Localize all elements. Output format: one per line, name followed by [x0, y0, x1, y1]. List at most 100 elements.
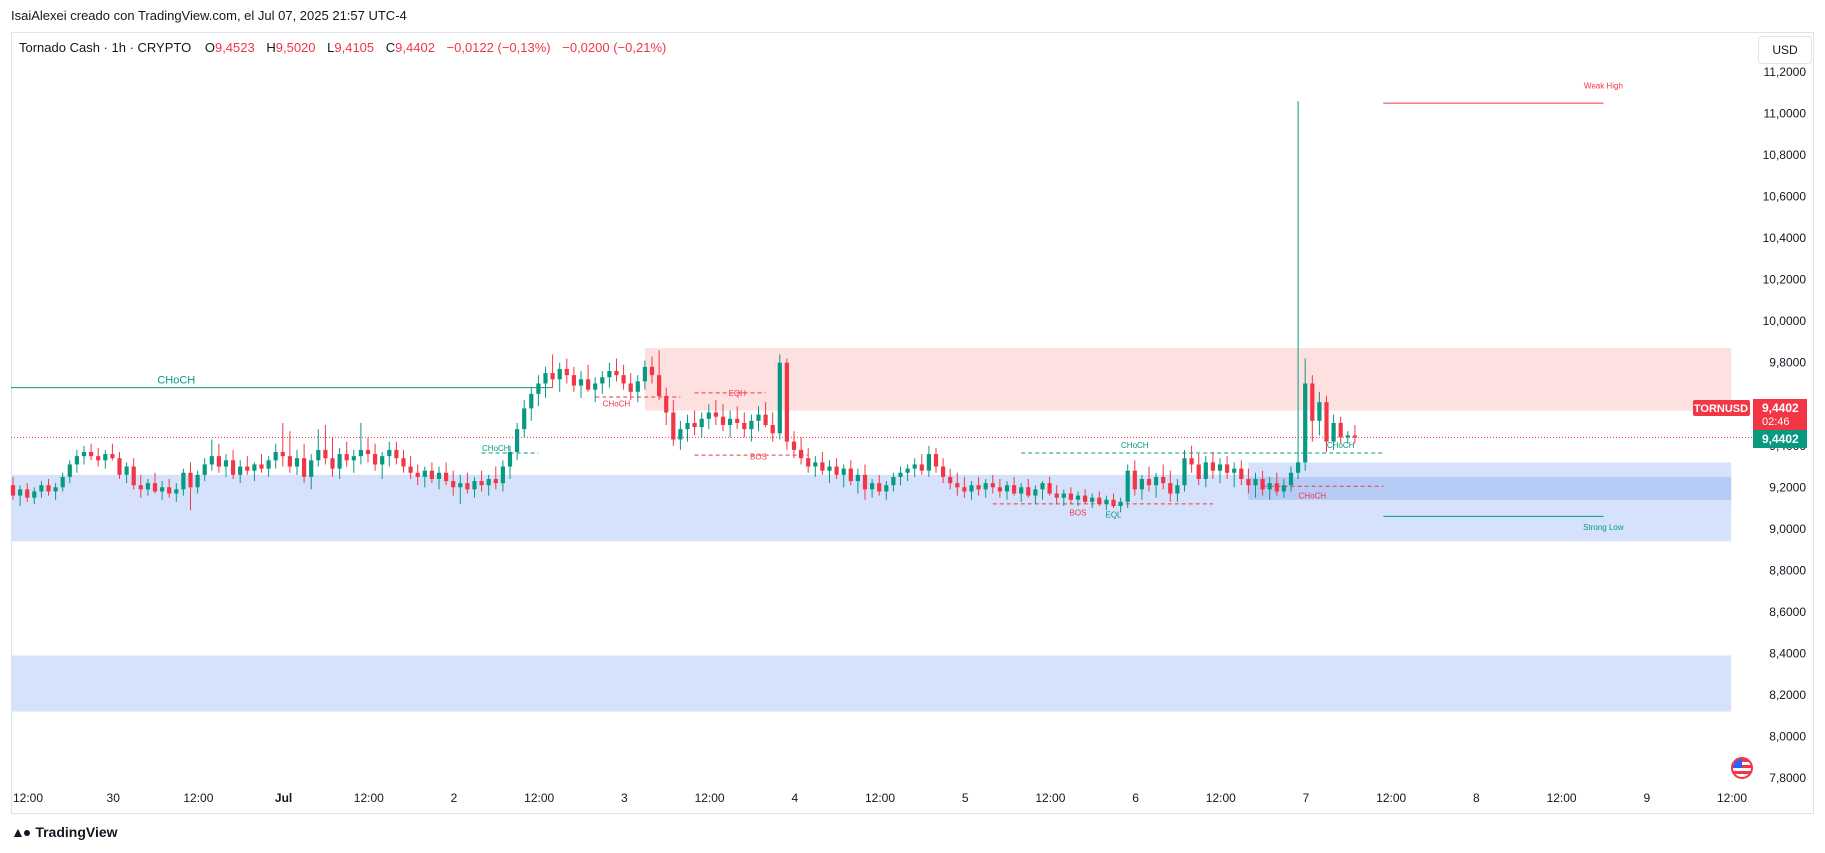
y-tick-label: 7,8000	[1769, 771, 1806, 785]
symbol-label[interactable]: Tornado Cash · 1h · CRYPTO	[19, 40, 192, 55]
candle	[919, 464, 924, 471]
candle	[1253, 478, 1258, 486]
candle	[174, 489, 179, 494]
candle	[1338, 422, 1343, 438]
open-label: O	[204, 40, 215, 55]
candle	[678, 429, 683, 440]
candle	[1139, 478, 1144, 490]
candle	[458, 483, 463, 488]
candle	[1026, 487, 1031, 496]
candle	[891, 476, 896, 486]
candle	[1260, 478, 1265, 490]
candle	[394, 449, 399, 459]
candle	[223, 460, 229, 467]
candle	[728, 418, 733, 425]
candle	[777, 362, 782, 434]
candle	[245, 466, 250, 471]
candle	[898, 472, 903, 477]
candle	[67, 464, 72, 477]
candle	[415, 472, 420, 477]
low-label: L	[327, 40, 335, 55]
candle	[479, 481, 484, 486]
candle	[657, 375, 662, 396]
candle	[89, 451, 94, 457]
candle	[529, 393, 534, 409]
candle	[380, 456, 385, 465]
candle	[1267, 483, 1272, 490]
candle	[124, 466, 129, 475]
currency-button[interactable]: USD	[1758, 36, 1812, 64]
us-flag-icon[interactable]	[1731, 757, 1753, 779]
candle	[969, 485, 974, 492]
candle	[671, 412, 676, 440]
candle	[252, 464, 257, 471]
structure-label-bos: BOS	[1070, 508, 1087, 517]
symbol-price-badge-text: TORNUSD	[1694, 403, 1748, 415]
candle	[699, 418, 704, 428]
candle	[53, 487, 58, 492]
y-tick-label: 8,8000	[1769, 563, 1806, 577]
candle	[167, 487, 172, 494]
x-tick-label: Jul	[275, 791, 292, 805]
candle	[486, 478, 491, 486]
candle	[586, 379, 591, 390]
candle	[1189, 458, 1194, 465]
candle	[1310, 383, 1315, 421]
candle	[593, 383, 598, 390]
candle	[941, 466, 946, 477]
change-value: −0,0122 (−0,13%)	[446, 40, 551, 55]
candle	[323, 449, 328, 459]
candle	[209, 456, 214, 465]
candle	[649, 366, 655, 376]
candle	[515, 429, 520, 452]
y-tick-label: 8,6000	[1769, 605, 1806, 619]
tradingview-logo[interactable]: ▲● TradingView	[11, 824, 118, 840]
candle	[784, 362, 789, 442]
candle	[926, 454, 931, 471]
candle	[1288, 472, 1294, 486]
x-tick-label: 7	[1303, 791, 1310, 805]
candle	[195, 474, 200, 488]
y-tick-label: 10,6000	[1763, 190, 1807, 204]
structure-label-choch: CHoCH	[1327, 441, 1355, 450]
high-value: 9,5020	[275, 40, 316, 55]
candle	[1033, 489, 1038, 496]
y-tick-label: 8,2000	[1769, 688, 1806, 702]
candle	[1210, 462, 1215, 471]
candle	[749, 420, 754, 430]
candle	[1345, 435, 1350, 438]
candle	[238, 466, 243, 475]
candle	[74, 456, 79, 465]
chart-frame[interactable]	[11, 32, 1814, 814]
last-price-badge-value: 9,4402	[1762, 401, 1799, 415]
x-tick-label: 8	[1473, 791, 1480, 805]
y-tick-label: 10,8000	[1763, 148, 1807, 162]
high-label: H	[266, 40, 276, 55]
candle	[131, 466, 136, 486]
candle	[763, 414, 768, 425]
candle	[302, 458, 307, 477]
candle	[500, 466, 505, 484]
candle	[607, 371, 612, 378]
candle	[1083, 495, 1088, 502]
candle	[1047, 483, 1052, 494]
candle	[401, 458, 406, 467]
candle	[25, 489, 30, 498]
x-tick-label: 12:00	[865, 791, 895, 805]
candle	[60, 476, 65, 488]
candle	[309, 460, 314, 477]
candle	[373, 454, 378, 465]
candle	[813, 462, 818, 467]
y-tick-label: 11,2000	[1764, 65, 1807, 79]
candle	[855, 474, 860, 482]
candle	[1232, 468, 1237, 473]
x-tick-label: 12:00	[13, 791, 43, 805]
candle	[955, 483, 960, 488]
structure-label-bos: BOS	[750, 452, 767, 461]
candle	[976, 485, 981, 490]
candle	[990, 483, 995, 488]
candle	[770, 425, 775, 434]
tradingview-logo-icon: ▲●	[11, 824, 31, 840]
x-tick-label: 12:00	[1206, 791, 1236, 805]
